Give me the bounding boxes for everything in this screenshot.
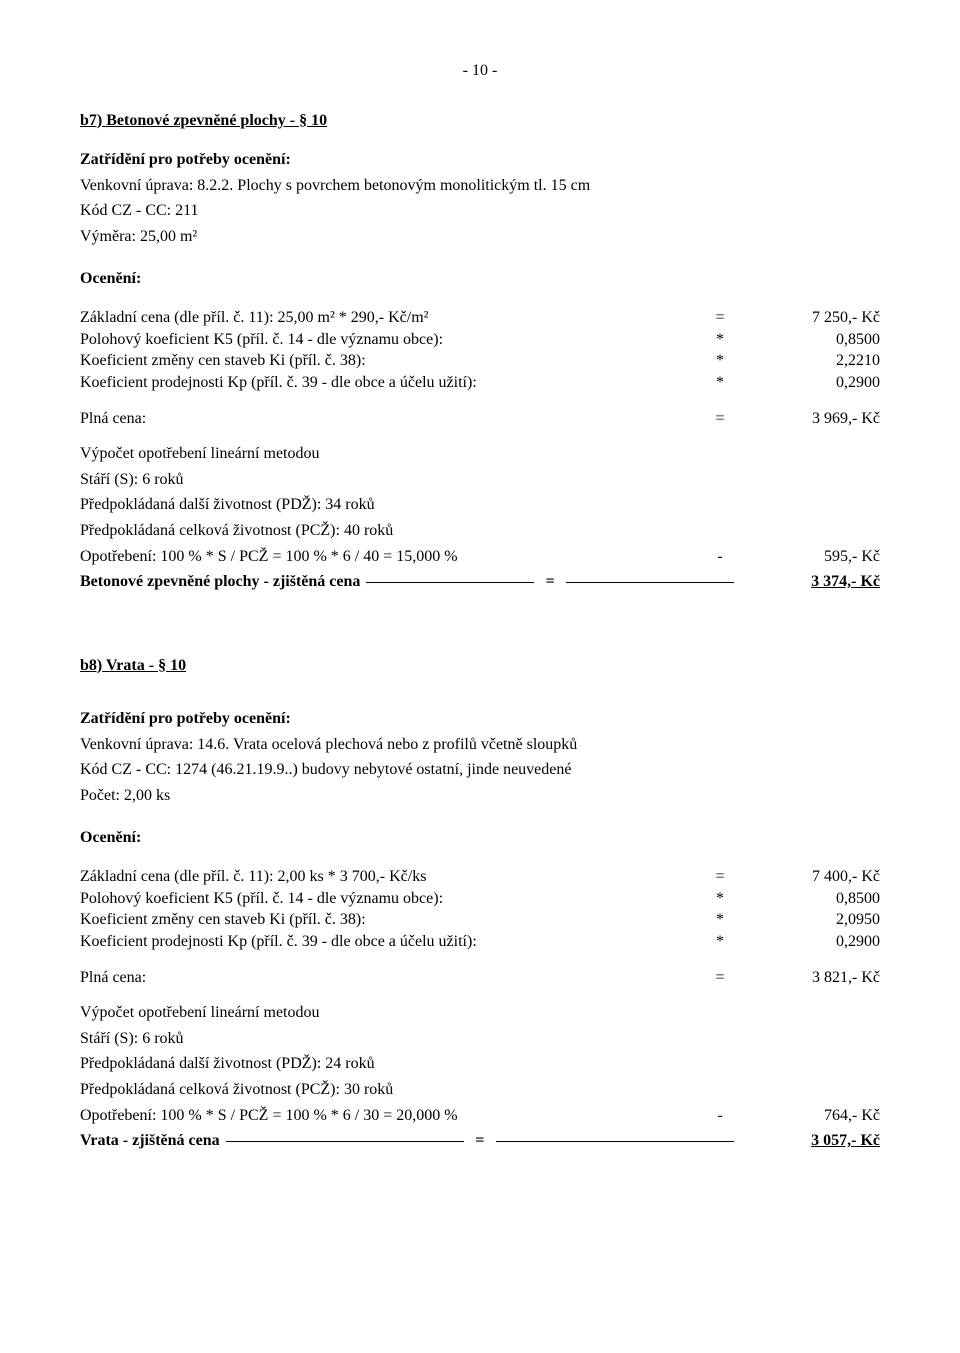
b7-wear-row: Opotřebení: 100 % * S / PCŽ = 100 % * 6 … [80,546,880,568]
calc-label: Polohový koeficient K5 (příl. č. 14 - dl… [80,329,443,351]
calc-label: Plná cena: [80,967,146,989]
b7-wear1: Stáří (S): 6 roků [80,469,880,491]
calc-val: 7 250,- Kč [740,307,880,329]
b8-wear3: Předpokládaná celková životnost (PCŽ): 3… [80,1079,880,1101]
b8-row-1: Polohový koeficient K5 (příl. č. 14 - dl… [80,888,880,910]
calc-sym: - [700,1105,740,1127]
result-val: 3 057,- Kč [740,1130,880,1152]
b7-ocen-heading: Ocenění: [80,268,880,290]
b8-line1: Venkovní úprava: 14.6. Vrata ocelová ple… [80,734,880,756]
calc-val: 2,0950 [740,909,880,931]
b8-row-0: Základní cena (dle příl. č. 11): 2,00 ks… [80,866,880,888]
calc-label: Koeficient změny cen staveb Ki (příl. č.… [80,350,366,372]
b7-row-0: Základní cena (dle příl. č. 11): 25,00 m… [80,307,880,329]
calc-label: Polohový koeficient K5 (příl. č. 14 - dl… [80,888,443,910]
result-val: 3 374,- Kč [740,571,880,593]
b7-row-1: Polohový koeficient K5 (příl. č. 14 - dl… [80,329,880,351]
page-number: - 10 - [80,60,880,82]
b7-final: Betonové zpevněné plochy - zjištěná cena… [80,571,880,593]
b7-plna: Plná cena: = 3 969,- Kč [80,408,880,430]
calc-label: Základní cena (dle příl. č. 11): 25,00 m… [80,307,428,329]
b8-row-3: Koeficient prodejnosti Kp (příl. č. 39 -… [80,931,880,953]
calc-sym: = [700,967,740,989]
b8-class-heading: Zatřídění pro potřeby ocenění: [80,708,880,730]
calc-val: 3 969,- Kč [740,408,880,430]
result-sym: = [470,1130,490,1152]
calc-sym: * [700,329,740,351]
b7-line1: Venkovní úprava: 8.2.2. Plochy s povrche… [80,175,880,197]
calc-sym: = [700,866,740,888]
result-sym: = [540,571,560,593]
calc-val: 0,8500 [740,888,880,910]
calc-sym: * [700,888,740,910]
b8-line2: Kód CZ - CC: 1274 (46.21.19.9..) budovy … [80,759,880,781]
calc-val: 764,- Kč [740,1105,880,1127]
b8-ocen-heading: Ocenění: [80,827,880,849]
calc-sym: * [700,931,740,953]
calc-val: 2,2210 [740,350,880,372]
b8-wear-row: Opotřebení: 100 % * S / PCŽ = 100 % * 6 … [80,1105,880,1127]
calc-val: 0,2900 [740,931,880,953]
calc-val: 0,2900 [740,372,880,394]
b7-line3: Výměra: 25,00 m² [80,226,880,248]
b8-title: b8) Vrata - § 10 [80,655,880,677]
calc-label: Koeficient změny cen staveb Ki (příl. č.… [80,909,366,931]
calc-sym: * [700,372,740,394]
b7-title: b7) Betonové zpevněné plochy - § 10 [80,110,880,132]
calc-val: 7 400,- Kč [740,866,880,888]
calc-label: Koeficient prodejnosti Kp (příl. č. 39 -… [80,372,477,394]
b8-plna: Plná cena: = 3 821,- Kč [80,967,880,989]
calc-label: Základní cena (dle příl. č. 11): 2,00 ks… [80,866,426,888]
calc-label: Plná cena: [80,408,146,430]
calc-label: Koeficient prodejnosti Kp (příl. č. 39 -… [80,931,477,953]
calc-val: 3 821,- Kč [740,967,880,989]
calc-sym: = [700,307,740,329]
b8-line3: Počet: 2,00 ks [80,785,880,807]
b7-wear-heading: Výpočet opotřebení lineární metodou [80,443,880,465]
calc-sym: * [700,909,740,931]
calc-val: 0,8500 [740,329,880,351]
calc-sym: * [700,350,740,372]
b8-wear1: Stáří (S): 6 roků [80,1028,880,1050]
b7-row-3: Koeficient prodejnosti Kp (příl. č. 39 -… [80,372,880,394]
b7-wear2: Předpokládaná další životnost (PDŽ): 34 … [80,494,880,516]
result-label: Betonové zpevněné plochy - zjištěná cena [80,571,360,593]
calc-sym: - [700,546,740,568]
b8-wear-heading: Výpočet opotřebení lineární metodou [80,1002,880,1024]
calc-sym: = [700,408,740,430]
b7-line2: Kód CZ - CC: 211 [80,200,880,222]
b8-wear2: Předpokládaná další životnost (PDŽ): 24 … [80,1053,880,1075]
result-label: Vrata - zjištěná cena [80,1130,220,1152]
calc-label: Opotřebení: 100 % * S / PCŽ = 100 % * 6 … [80,1105,458,1127]
b7-row-2: Koeficient změny cen staveb Ki (příl. č.… [80,350,880,372]
calc-val: 595,- Kč [740,546,880,568]
b8-final: Vrata - zjištěná cena = 3 057,- Kč [80,1130,880,1152]
b7-class-heading: Zatřídění pro potřeby ocenění: [80,149,880,171]
b7-wear3: Předpokládaná celková životnost (PCŽ): 4… [80,520,880,542]
b8-row-2: Koeficient změny cen staveb Ki (příl. č.… [80,909,880,931]
calc-label: Opotřebení: 100 % * S / PCŽ = 100 % * 6 … [80,546,458,568]
